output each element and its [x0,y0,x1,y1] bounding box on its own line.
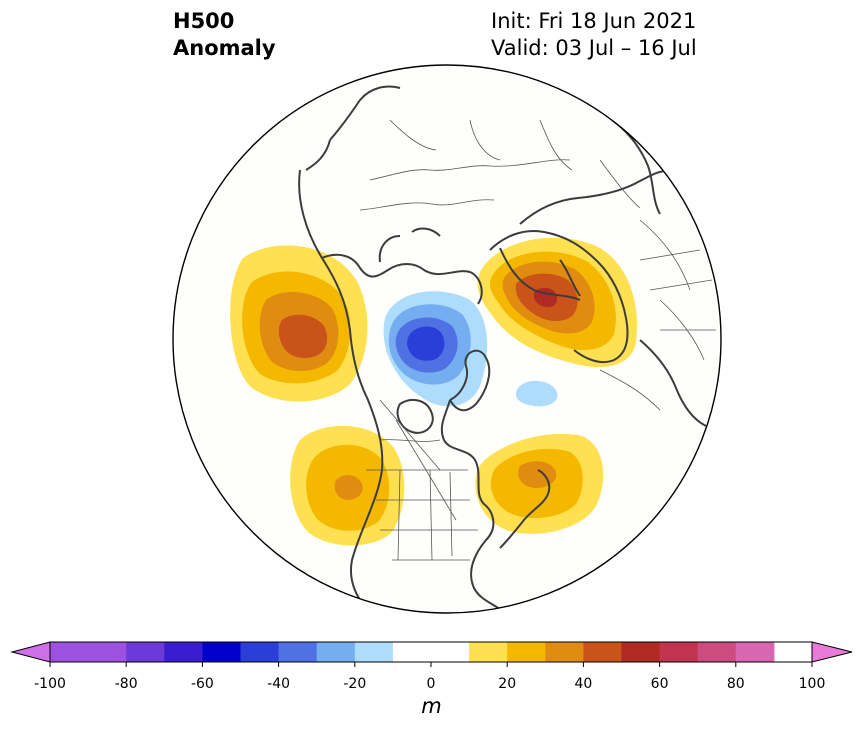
colorbar-segment [659,642,699,662]
anomaly-western-north-america-ridge [290,425,405,546]
colorbar-segment [88,642,127,662]
colorbar-segment [126,642,165,662]
colorbar-segment [621,642,661,662]
valid-range: Valid: 03 Jul – 16 Jul [491,36,697,60]
globe-outline [172,64,722,614]
colorbar-extend-low [10,641,51,663]
colorbar-segment [735,642,775,662]
polar-map [172,64,722,614]
colorbar-segment [354,642,394,662]
colorbar-tick-label: -80 [115,676,138,692]
colorbar-tick-label: -40 [267,676,290,692]
colorbar-segment [202,642,241,662]
colorbar-segment [50,642,89,662]
colorbar-segment [697,642,737,662]
colorbar-segment [240,642,280,662]
colorbar-tick-label: -20 [343,676,366,692]
colorbar-segment [583,642,622,662]
colorbar-tick-label: 100 [799,676,826,692]
colorbar-segment [278,642,318,662]
colorbar-tick-label: 60 [651,676,669,692]
title-variable: H500 [173,9,235,33]
map-dates: Init: Fri 18 Jun 2021 Valid: 03 Jul – 16… [491,8,697,62]
colorbar-tick-label: 40 [574,676,592,692]
colorbar-tick-label: 20 [498,676,516,692]
colorbar-ticks: -100 -80 -60 -40 -20 0 20 40 60 80 100 [34,662,825,692]
colorbar-extend-high [811,641,853,663]
init-date: Init: Fri 18 Jun 2021 [491,9,697,33]
colorbar-segment [469,642,508,662]
anomaly-northwest-atlantic-ridge [475,433,604,534]
colorbar-segment [431,642,470,662]
colorbar-tick-label: 80 [727,676,745,692]
colorbar-unit: m [421,694,442,718]
colorbar-boxes [49,641,813,663]
anomaly-north-atlantic-low [515,380,558,407]
colorbar-tick-label: -100 [34,676,66,692]
anomaly-scandinavia-ridge [477,237,637,368]
colorbar-tick-label: 0 [427,676,436,692]
colorbar-segment [507,642,546,662]
colorbar-tick-label: -60 [191,676,214,692]
colorbar-segment [545,642,584,662]
political-borders [359,119,716,561]
anomaly-polar-low [383,291,488,407]
colorbar-segment [392,642,432,662]
title-field: Anomaly [173,36,276,60]
map-title: H500 Anomaly [173,8,276,62]
anomaly-north-pacific-ridge [230,245,368,402]
colorbar-segment [164,642,203,662]
colorbar-segment [316,642,356,662]
